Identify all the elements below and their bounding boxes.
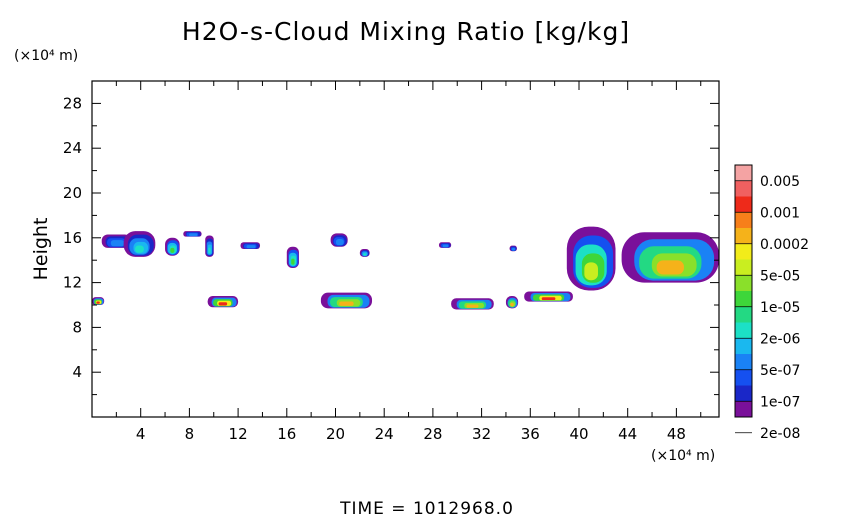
colorbar-label: 0.0002 [760, 237, 809, 253]
cloud-region-shade [170, 247, 175, 253]
colorbar-frame [734, 164, 753, 418]
colorbar-label: 5e-05 [760, 268, 800, 284]
cloud-region-upper-cloud-10 [438, 242, 452, 248]
plot-frame [91, 80, 720, 418]
cloud-region-shade [656, 260, 684, 275]
cloud-region-lower-cloud-6 [524, 291, 573, 302]
cloud-region-lower-cloud-4 [451, 298, 494, 310]
colorbar-band [735, 322, 752, 339]
cloud-region-upper-cloud-11 [509, 245, 517, 252]
cloud-region-lower-cloud-1 [92, 297, 105, 305]
x-tick-label: 48 [667, 425, 686, 443]
colorbar-band [735, 243, 752, 260]
cloud-region-upper-cloud-7 [286, 246, 299, 269]
colorbar-label: 5e-07 [760, 363, 800, 379]
colorbar-label: 2e-06 [760, 331, 800, 347]
x-tick-label: 36 [521, 425, 540, 443]
x-tick-label: 24 [375, 425, 394, 443]
cloud-region-shade [218, 302, 228, 306]
colorbar-label: 0.005 [760, 174, 800, 190]
cloud-region-shade [335, 238, 344, 246]
cloud-region-upper-cloud-2 [123, 231, 156, 257]
cloud-region-upper-cloud-1 [101, 234, 131, 248]
colorbar-band [735, 180, 752, 197]
colorbar-band [735, 401, 752, 418]
cloud-layer [92, 226, 719, 310]
cloud-region-upper-cloud-6 [240, 242, 261, 249]
colorbar-band [735, 196, 752, 213]
cloud-region-shade [135, 245, 144, 253]
cloud-region-shade [541, 297, 556, 301]
cloud-region-deep-cloud-1 [566, 226, 616, 291]
cloud-region-shade [208, 247, 211, 254]
colorbar-label: 1e-05 [760, 300, 800, 316]
colorbar-band [735, 165, 752, 182]
x-tick-label: 32 [472, 425, 491, 443]
cloud-region-shade [339, 301, 354, 306]
x-axis-unit-label: (×10⁴ m) [651, 448, 715, 464]
x-tick-label: 12 [229, 425, 248, 443]
x-tick-label: 20 [326, 425, 345, 443]
y-tick-label: 4 [72, 363, 82, 381]
y-axis-unit-label: (×10⁴ m) [14, 48, 78, 64]
y-tick-label: 24 [63, 139, 82, 157]
colorbar-band [735, 291, 752, 308]
y-axis-ticks: 4 8 12 16 20 24 28 [63, 94, 719, 396]
x-tick-label: 44 [618, 425, 637, 443]
colorbar-band [735, 275, 752, 292]
cloud-region-upper-cloud-3 [165, 237, 180, 256]
cloud-region-shade [466, 304, 479, 308]
colorbar-band [735, 306, 752, 323]
colorbar-band [735, 212, 752, 229]
y-tick-label: 28 [63, 94, 82, 112]
cloud-region-lower-cloud-2 [207, 296, 239, 308]
colorbar: 0.005 0.001 0.0002 5e-05 1e-05 2e-06 5e-07 1e-0… [734, 164, 809, 442]
cloud-region-shade [442, 244, 449, 248]
colorbar-label: 2e-08 [760, 426, 800, 442]
colorbar-band [735, 354, 752, 371]
y-tick-label: 8 [72, 318, 82, 336]
colorbar-label: 0.001 [760, 205, 800, 221]
cloud-region-shade [510, 302, 514, 307]
colorbar-label: 1e-07 [760, 394, 800, 410]
cloud-region-shade [584, 262, 598, 281]
x-tick-label: 4 [136, 425, 146, 443]
x-tick-label: 16 [277, 425, 296, 443]
colorbar-band [735, 385, 752, 402]
cloud-region-shade [246, 245, 256, 249]
cloud-region-shade [291, 258, 295, 265]
cloud-region-upper-cloud-5 [205, 235, 214, 257]
cloud-region-shade [96, 301, 100, 304]
x-tick-label: 28 [423, 425, 442, 443]
cloud-region-upper-cloud-9 [359, 249, 370, 257]
colorbar-band [735, 259, 752, 276]
y-tick-label: 16 [63, 229, 82, 247]
x-tick-label: 40 [569, 425, 588, 443]
cloud-region-shade [363, 253, 367, 256]
y-tick-label: 20 [63, 184, 82, 202]
cloud-region-lower-cloud-5 [505, 296, 519, 309]
x-tick-label: 8 [185, 425, 195, 443]
cloud-region-lower-cloud-3 [320, 292, 373, 309]
x-axis-ticks: 4 8 12 16 20 24 28 32 36 40 44 48 [115, 81, 702, 443]
y-axis-title: Height [30, 218, 52, 281]
colorbar-band [735, 338, 752, 355]
colorbar-band [735, 228, 752, 245]
time-footer: TIME = 1012968.0 [339, 499, 514, 519]
cloud-region-upper-cloud-4 [183, 231, 202, 237]
cloud-region-shade [511, 247, 516, 251]
chart-title: H2O-s-Cloud Mixing Ratio [kg/kg] [182, 17, 630, 46]
cloud-region-upper-cloud-8 [330, 233, 348, 247]
y-tick-label: 12 [63, 274, 82, 292]
cloud-region-shade [110, 240, 125, 247]
colorbar-band [735, 369, 752, 386]
cloud-region-shade [188, 233, 198, 237]
cloud-region-deep-cloud-2 [621, 232, 719, 283]
